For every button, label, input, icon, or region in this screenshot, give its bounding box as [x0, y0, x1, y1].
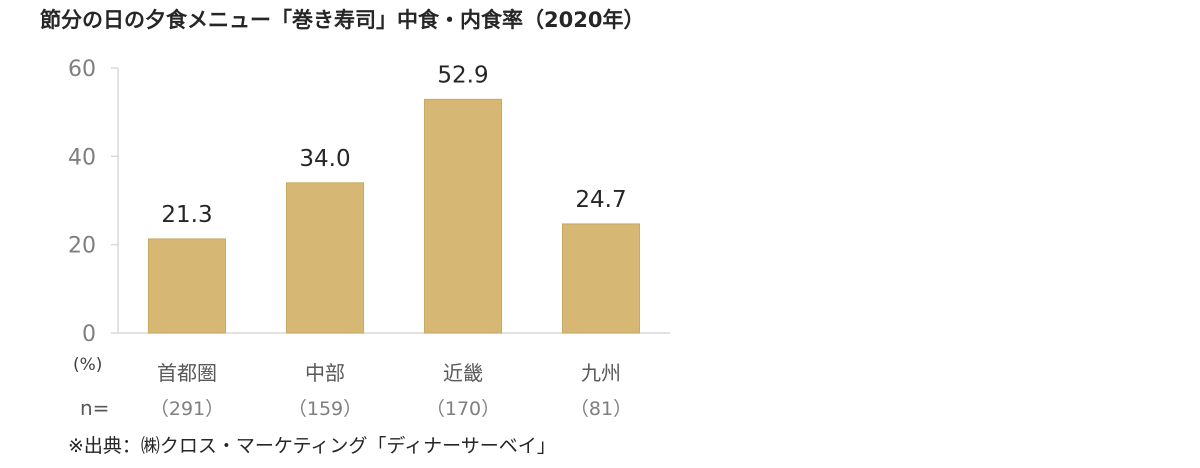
y-tick-label: 20	[68, 234, 96, 259]
data-label: 34.0	[299, 146, 350, 172]
bar	[562, 223, 640, 334]
category-label: 九州	[581, 361, 621, 385]
bars	[148, 98, 640, 334]
labels: 21.3 首都圏 （291） 34.0 中部 （159） 52.9 近畿 （170） 24.7 九州…	[150, 62, 632, 420]
y-tick-label: 60	[68, 57, 96, 82]
bar	[148, 238, 226, 334]
sample-size-label: n=	[80, 396, 109, 420]
sample-size-value: （159）	[288, 398, 362, 420]
source-note: ※出典：㈱クロス・マーケティング「ディナーサーベイ」	[68, 435, 556, 457]
category-label: 中部	[305, 361, 345, 385]
sample-size-value: （291）	[150, 398, 224, 420]
category-label: 近畿	[443, 361, 483, 385]
unit-label: (%)	[73, 355, 102, 375]
bar	[424, 98, 502, 334]
data-label: 52.9	[437, 62, 488, 88]
y-tick-label: 40	[68, 145, 96, 170]
y-tick-label: 0	[82, 322, 96, 347]
bar	[286, 182, 364, 334]
chart-title: 節分の日の夕食メニュー「巻き寿司」中食・内食率（2020年）	[40, 8, 645, 32]
sample-size-value: （81）	[570, 398, 632, 420]
data-label: 21.3	[161, 202, 212, 228]
sample-size-value: （170）	[426, 398, 500, 420]
category-label: 首都圏	[157, 361, 217, 385]
data-label: 24.7	[575, 187, 626, 213]
